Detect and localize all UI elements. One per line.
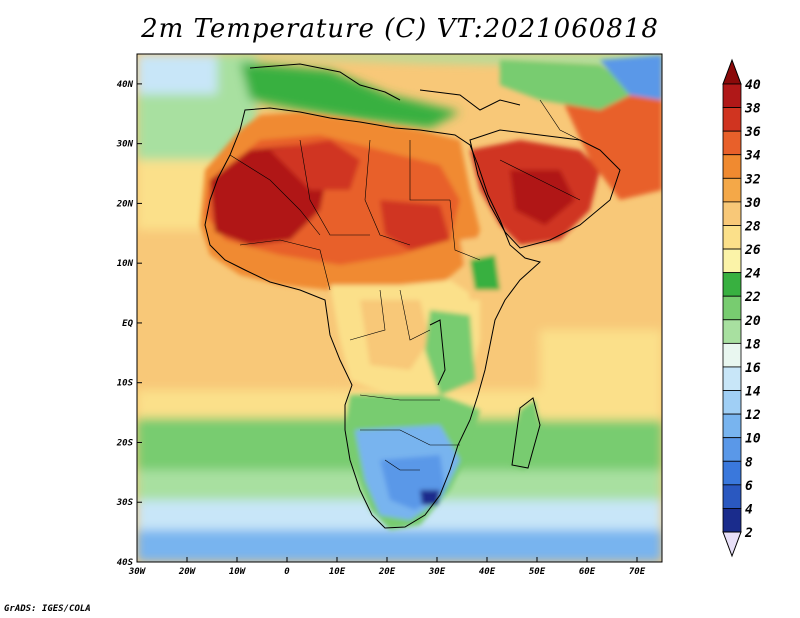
- colorbar-label: 20: [744, 314, 761, 329]
- colorbar-label: 14: [745, 385, 761, 400]
- colorbar-label: 4: [745, 502, 753, 517]
- colorbar-swatch: [722, 130, 742, 156]
- latitude-labels: 40N 30N 20N 10N EQ 10S 20S 30S 40S: [116, 80, 134, 568]
- coastlines: [204, 63, 621, 529]
- longitude-labels: 30W 20W 10W 0 10E 20E 30E 40E 50E 60E 70E: [128, 567, 646, 577]
- colorbar-swatch: [722, 437, 742, 462]
- colorbar-max-arrow: [722, 58, 742, 85]
- colorbar-label: 12: [745, 408, 761, 423]
- x-tick-label: 40E: [479, 567, 496, 577]
- colorbar-label: 22: [744, 290, 761, 305]
- colorbar-swatch: [722, 225, 742, 250]
- colorbar-swatch: [722, 154, 742, 179]
- colorbar-label: 34: [744, 149, 761, 164]
- map-field: [137, 54, 662, 562]
- x-tick-label: 0: [284, 567, 290, 577]
- colorbar-label: 6: [745, 479, 753, 494]
- y-tick-label: 10S: [117, 379, 134, 389]
- y-tick-label: 10N: [117, 259, 134, 269]
- colorbar-swatch: [722, 484, 742, 509]
- y-tick-label: 40N: [117, 80, 134, 90]
- x-tick-label: 10W: [229, 567, 247, 577]
- colorbar-swatch: [722, 366, 742, 391]
- x-tick-label: 20W: [178, 567, 197, 577]
- colorbar-label: 38: [744, 102, 761, 117]
- x-tick-label: 60E: [579, 567, 596, 577]
- colorbar-swatch: [722, 390, 742, 415]
- colorbar-label: 36: [744, 125, 761, 140]
- x-tick-label: 70E: [629, 567, 646, 577]
- map-title: 2m Temperature (C) VT:2021060818: [141, 14, 659, 44]
- colorbar-swatch: [722, 319, 742, 344]
- colorbar-swatch: [722, 83, 742, 108]
- y-tick-label: 20N: [116, 199, 134, 209]
- country-borders: [229, 99, 601, 471]
- colorbar-label: 16: [745, 361, 761, 376]
- y-tick-label: 30N: [116, 140, 134, 150]
- x-tick-label: 30E: [428, 567, 446, 577]
- colorbar-label: 18: [745, 337, 761, 352]
- colorbar-label: 40: [745, 78, 761, 93]
- y-tick-label: 30S: [116, 498, 134, 508]
- colorbar-min-arrow: [722, 531, 742, 558]
- colorbar-label: 30: [744, 196, 761, 211]
- colorbar-swatch: [722, 107, 742, 132]
- x-tick-label: 20E: [378, 567, 396, 577]
- y-tick-label: 40S: [117, 558, 134, 568]
- map-frame: [136, 53, 663, 563]
- colorbar-label: 8: [745, 455, 753, 470]
- colorbar-label: 32: [744, 172, 761, 187]
- colorbar-swatch: [722, 413, 742, 439]
- x-tick-label: 30W: [128, 567, 147, 577]
- grads-credit: GrADS: IGES/COLA: [4, 604, 91, 614]
- colorbar: 40 38 36 34 32 30 28 26 24 22 20 18 16 14 12 10 8 6 4 2: [722, 58, 761, 558]
- axis-ticks: [136, 83, 638, 563]
- colorbar-swatch: [722, 508, 742, 533]
- y-tick-label: EQ: [122, 319, 133, 329]
- colorbar-label: 10: [745, 432, 761, 447]
- colorbar-label: 2: [744, 526, 753, 541]
- x-tick-label: 50E: [529, 567, 546, 577]
- colorbar-label: 24: [744, 267, 761, 282]
- colorbar-swatch: [722, 272, 742, 297]
- colorbar-swatch: [722, 177, 742, 203]
- colorbar-label: 26: [744, 243, 761, 258]
- colorbar-swatch: [722, 342, 742, 368]
- colorbar-label: 28: [744, 219, 761, 234]
- colorbar-swatch: [722, 295, 742, 321]
- y-tick-label: 20S: [116, 438, 134, 448]
- colorbar-swatch: [722, 460, 742, 486]
- colorbar-swatch: [722, 201, 742, 226]
- colorbar-swatch: [722, 248, 742, 274]
- x-tick-label: 10E: [329, 567, 346, 577]
